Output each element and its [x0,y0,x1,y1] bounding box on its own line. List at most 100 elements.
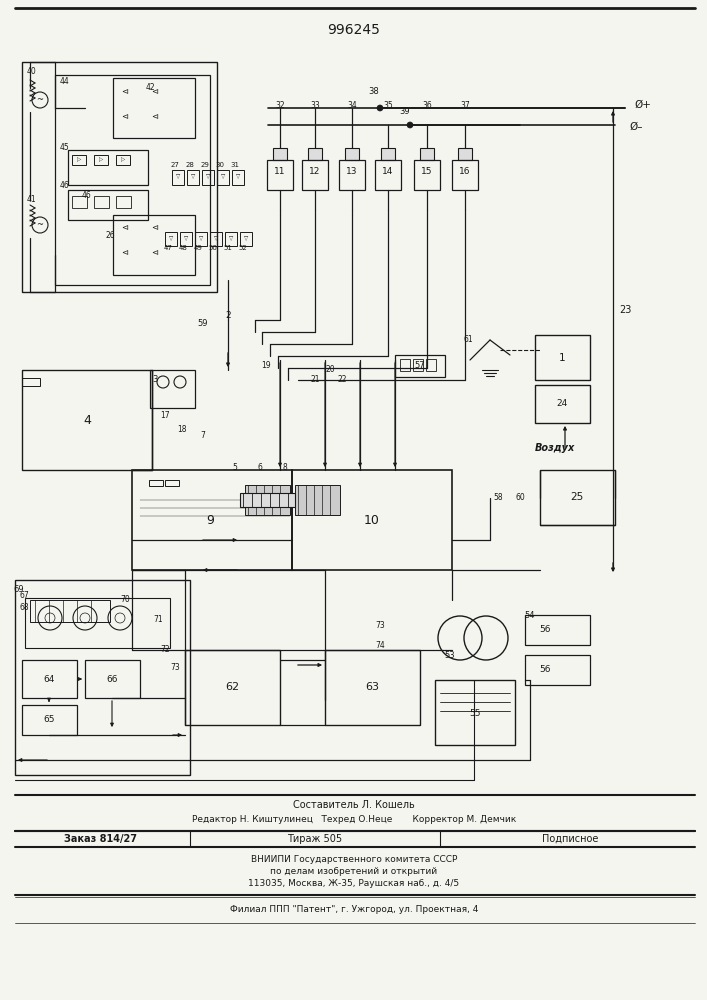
Bar [72,196,87,208]
Bar [267,160,293,190]
Bar [22,378,40,386]
Bar [94,196,109,208]
Text: ⊲: ⊲ [151,88,158,97]
Circle shape [377,105,383,111]
Bar [413,359,423,371]
Text: 9: 9 [206,514,214,526]
Bar [395,355,445,377]
Text: 42: 42 [145,84,155,93]
Text: 8: 8 [283,464,287,473]
Text: 51: 51 [223,245,233,251]
Text: ⊲: ⊲ [122,248,129,257]
Text: ⊲: ⊲ [122,224,129,232]
Text: ~: ~ [37,96,44,104]
Bar [72,155,86,165]
Bar [308,148,322,160]
Bar [420,148,434,160]
Bar [525,655,590,685]
Text: 14: 14 [382,167,394,176]
Bar [240,232,252,246]
Text: ВНИИПИ Государственного комитета СССР: ВНИИПИ Государственного комитета СССР [251,854,457,863]
Bar [149,480,163,486]
Text: 4: 4 [83,414,91,426]
Bar [302,160,328,190]
Bar [195,232,207,246]
Text: 7: 7 [201,430,206,440]
Text: ⊲: ⊲ [122,88,129,97]
Circle shape [407,122,413,128]
Text: 46: 46 [60,180,70,190]
Text: ▽: ▽ [191,174,195,180]
Text: 54: 54 [525,610,535,619]
Text: ▽: ▽ [214,236,218,241]
Text: Тираж 505: Тираж 505 [288,834,343,844]
Bar [22,660,77,698]
Text: 18: 18 [177,426,187,434]
Bar [540,470,615,525]
Bar [273,148,287,160]
Bar [345,148,359,160]
Text: Редактор Н. Киштулинец   Техред О.Неце       Корректор М. Демчик: Редактор Н. Киштулинец Техред О.Неце Кор… [192,814,516,824]
Bar [132,470,292,570]
Text: Ø+: Ø+ [635,100,651,110]
Bar [535,385,590,423]
Text: 20: 20 [325,365,335,374]
Text: 16: 16 [460,167,471,176]
Text: 41: 41 [27,196,37,205]
Text: ▷: ▷ [99,157,103,162]
Text: 22: 22 [337,375,346,384]
Text: 29: 29 [201,162,209,168]
Text: 64: 64 [43,674,54,684]
Text: 26: 26 [105,231,115,239]
Text: 63: 63 [365,682,379,692]
Text: 39: 39 [399,107,410,116]
Text: 2: 2 [226,310,230,320]
Bar [245,485,290,515]
Bar [94,155,108,165]
Text: 32: 32 [275,101,285,109]
Text: 28: 28 [185,162,194,168]
Text: 47: 47 [163,245,173,251]
Bar [225,232,237,246]
Bar [525,615,590,645]
Bar [458,148,472,160]
Text: 73: 73 [170,664,180,672]
Bar [172,170,184,185]
Bar [202,170,214,185]
Text: по делам изобретений и открытий: по делам изобретений и открытий [271,866,438,876]
Text: 34: 34 [347,101,357,109]
Text: 35: 35 [383,101,393,109]
Bar [68,150,148,185]
Text: 25: 25 [571,492,583,502]
Bar [55,75,210,285]
Bar [325,650,420,725]
Text: 74: 74 [375,641,385,650]
Text: ⊲: ⊲ [151,224,158,232]
Text: 10: 10 [364,514,380,526]
Text: ▽: ▽ [206,174,210,180]
Text: 6: 6 [257,464,262,473]
Text: 58: 58 [493,493,503,502]
Text: 45: 45 [60,143,70,152]
Bar [210,232,222,246]
Text: 55: 55 [469,708,481,718]
Text: 61: 61 [463,336,473,344]
Bar [414,160,440,190]
Bar [150,370,195,408]
Text: ▽: ▽ [184,236,188,241]
Text: 19: 19 [261,360,271,369]
Text: 73: 73 [375,620,385,630]
Text: 17: 17 [160,410,170,420]
Text: ▽: ▽ [176,174,180,180]
Text: 60: 60 [515,493,525,502]
Text: 65: 65 [43,716,54,724]
Text: 11: 11 [274,167,286,176]
Text: 67: 67 [20,590,30,599]
Bar [232,170,244,185]
Text: 68: 68 [20,603,30,612]
Bar [113,215,195,275]
Text: 71: 71 [153,615,163,624]
Bar [68,190,148,220]
Text: 66: 66 [106,674,118,684]
Text: Подписное: Подписное [542,834,598,844]
